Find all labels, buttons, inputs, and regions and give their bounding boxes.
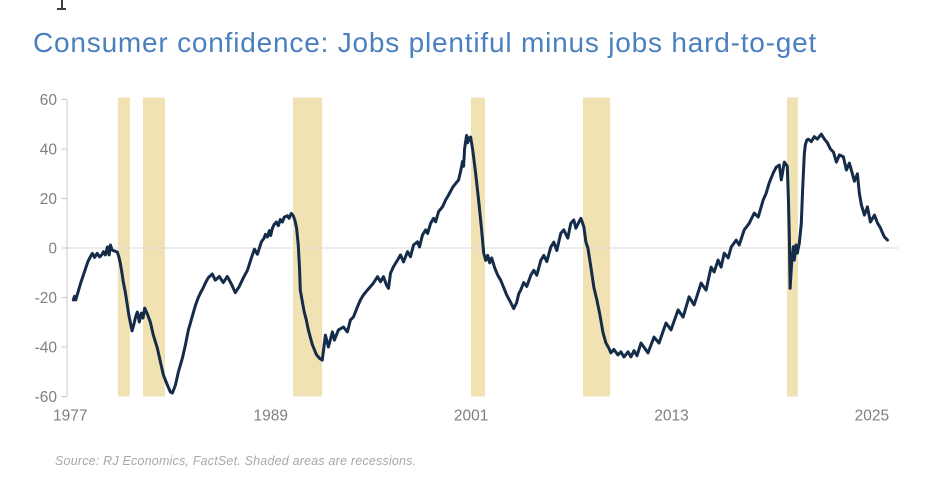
line-chart-canvas: 60 40 20 0 -20 -40 -60 1977 1989 2001 2013 2025 [35, 92, 898, 425]
y-axis-label: 60 [40, 92, 58, 109]
text-cursor-stem [61, 0, 63, 9]
text-cursor-foot [57, 8, 66, 10]
x-axis-label: 2025 [855, 408, 889, 425]
x-axis-label: 2013 [654, 408, 688, 425]
y-axis-label: -60 [35, 389, 58, 406]
x-axis-label: 1977 [53, 408, 87, 425]
y-axis-label: 20 [40, 191, 58, 208]
page-title: Consumer confidence: Jobs plentiful minu… [33, 27, 818, 58]
y-axis-label: -20 [35, 290, 58, 307]
x-axis-label: 2001 [454, 408, 488, 425]
recession-band-2 [143, 97, 165, 397]
y-axis-label: 40 [40, 142, 58, 159]
y-axis-label: -40 [35, 340, 58, 357]
recession-band-1 [117, 97, 130, 397]
source-note: Source: RJ Economics, FactSet. Shaded ar… [55, 454, 417, 468]
y-axis-label: 0 [48, 241, 57, 258]
x-axis-label: 1989 [253, 408, 287, 425]
confidence-series-line [71, 132, 889, 395]
text-cursor-icon [56, 0, 68, 11]
